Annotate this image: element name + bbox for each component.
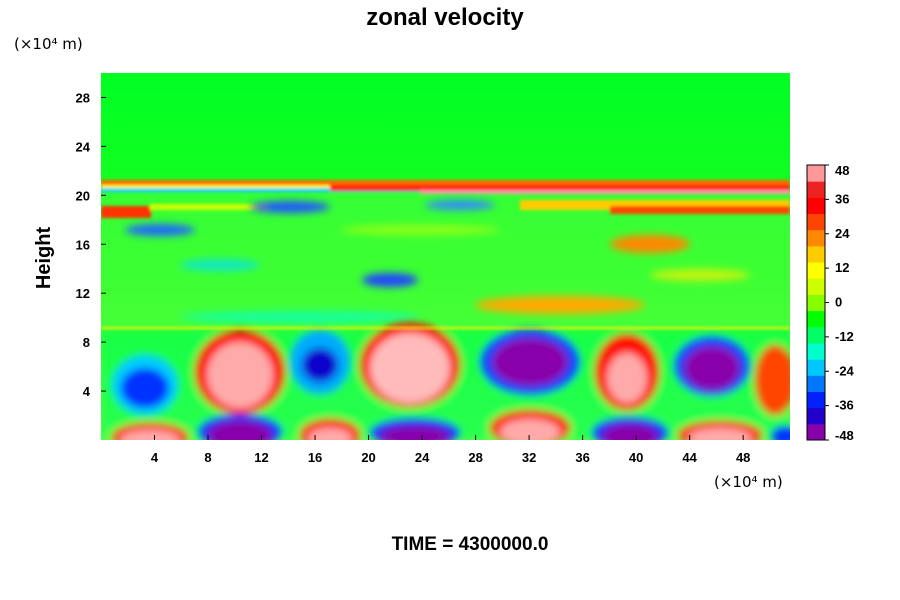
colorbar-segment — [807, 294, 825, 312]
colorbar-segment — [807, 423, 825, 441]
x-tick-label: 16 — [308, 450, 322, 465]
heatmap-field — [101, 73, 790, 440]
colorbar-tick-label: 36 — [835, 191, 849, 206]
x-tick-label: 12 — [254, 450, 268, 465]
chart-title: zonal velocity — [366, 4, 524, 31]
time-label: TIME = 4300000.0 — [392, 534, 549, 555]
y-tick-label: 4 — [83, 384, 91, 399]
colorbar-segment — [807, 165, 825, 182]
colorbar-segment — [807, 391, 825, 409]
x-tick-label: 28 — [468, 450, 482, 465]
x-tick-label: 4 — [151, 450, 159, 465]
colorbar: 48 36 24 12 0 -12 -24 -36 -48 — [806, 163, 855, 443]
y-tick-label: 12 — [76, 286, 90, 301]
x-tick-label: 48 — [736, 450, 750, 465]
colorbar-tick-label: 0 — [835, 295, 842, 310]
colorbar-segment — [807, 245, 825, 263]
colorbar-tick-label: -24 — [835, 363, 855, 378]
y-tick-label: 20 — [76, 188, 90, 203]
y-unit-label: (×10⁴ m) — [14, 35, 83, 53]
colorbar-tick-label: -12 — [835, 329, 854, 344]
colorbar-tick-label: 48 — [835, 163, 849, 178]
colorbar-tick-label: 24 — [835, 226, 850, 241]
y-axis-label: Height — [33, 227, 55, 290]
colorbar-segment — [807, 407, 825, 425]
y-axis-ticks: 4 8 12 16 20 24 28 — [76, 90, 106, 399]
x-tick-label: 40 — [629, 450, 643, 465]
colorbar-segment — [807, 375, 825, 392]
colorbar-segment — [807, 278, 825, 295]
y-tick-label: 8 — [83, 335, 90, 350]
colorbar-segment — [807, 310, 825, 328]
x-tick-label: 44 — [682, 450, 697, 465]
x-tick-label: 8 — [204, 450, 211, 465]
x-tick-label: 36 — [575, 450, 589, 465]
x-unit-label: (×10⁴ m) — [714, 473, 783, 491]
x-tick-label: 20 — [361, 450, 375, 465]
colorbar-tick-label: -36 — [835, 398, 854, 413]
colorbar-tick-label: -48 — [835, 428, 854, 443]
colorbar-segment — [807, 197, 825, 215]
colorbar-segment — [807, 213, 825, 231]
colorbar-segment — [807, 342, 825, 360]
colorbar-segment — [807, 326, 825, 344]
colorbar-segment — [807, 181, 825, 198]
y-tick-label: 24 — [76, 139, 91, 154]
colorbar-segment — [807, 359, 825, 376]
y-tick-label: 16 — [76, 237, 90, 252]
x-tick-label: 24 — [415, 450, 430, 465]
colorbar-segment — [807, 229, 825, 247]
colorbar-tick-label: 12 — [835, 260, 849, 275]
x-tick-label: 32 — [522, 450, 536, 465]
x-axis-ticks: 4 8 12 16 20 24 28 32 36 40 44 48 — [151, 435, 750, 465]
y-tick-label: 28 — [76, 90, 90, 105]
colorbar-segment — [807, 262, 825, 279]
